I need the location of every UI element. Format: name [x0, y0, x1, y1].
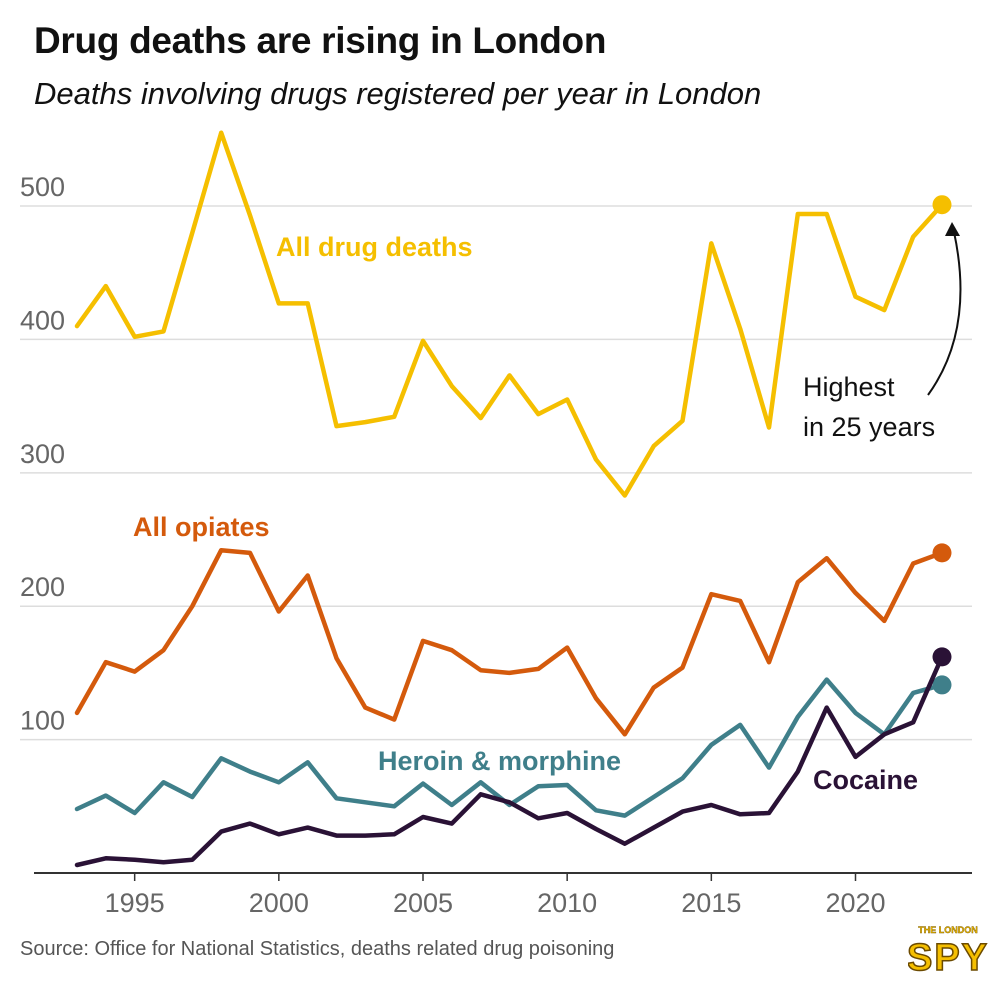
- end-point-opiates: [932, 543, 952, 563]
- series-line-opiates: [74, 547, 945, 737]
- x-tick-label-2015: 2015: [681, 888, 741, 918]
- end-point-heroin: [932, 675, 952, 695]
- series-label-all-opiates: All opiates: [133, 512, 270, 542]
- logo-top-text: THE LONDON: [918, 925, 978, 935]
- x-axis-ticks: 1995 2000 2005 2010 2015 2020: [105, 873, 886, 918]
- series-label-heroin-morphine: Heroin & morphine: [378, 746, 621, 776]
- y-tick-label-100: 100: [20, 706, 65, 736]
- chart-subtitle: Deaths involving drugs registered per ye…: [34, 76, 762, 111]
- annotation-arrow-head: [945, 222, 960, 236]
- series-label-all-drug-deaths: All drug deaths: [276, 232, 473, 262]
- x-tick-label-1995: 1995: [105, 888, 165, 918]
- series-label-cocaine: Cocaine: [813, 765, 918, 795]
- y-axis-ticks: 100 200 300 400 500: [20, 172, 65, 736]
- source-note: Source: Office for National Statistics, …: [20, 938, 615, 960]
- y-tick-label-300: 300: [20, 439, 65, 469]
- series-line-heroin: [74, 677, 945, 818]
- series-line-all_drugs: [74, 130, 945, 498]
- grid-layer: [20, 205, 972, 741]
- series-line-cocaine: [74, 654, 945, 868]
- end-point-all_drugs: [932, 195, 952, 215]
- end-point-cocaine: [932, 647, 952, 667]
- annotation-arrow: [927, 231, 962, 396]
- x-tick-label-2005: 2005: [393, 888, 453, 918]
- x-tick-label-2010: 2010: [537, 888, 597, 918]
- series-layer: [74, 130, 952, 868]
- annotation-line-1: Highest: [803, 372, 895, 402]
- x-tick-label-2020: 2020: [825, 888, 885, 918]
- chart-title: Drug deaths are rising in London: [34, 20, 607, 61]
- y-tick-label-500: 500: [20, 172, 65, 202]
- y-tick-label-200: 200: [20, 572, 65, 602]
- the-london-spy-logo: THE LONDON SPY: [908, 925, 988, 974]
- x-tick-label-2000: 2000: [249, 888, 309, 918]
- logo-main-text: SPY: [908, 937, 988, 974]
- annotation-line-2: in 25 years: [803, 412, 935, 442]
- y-tick-label-400: 400: [20, 305, 65, 335]
